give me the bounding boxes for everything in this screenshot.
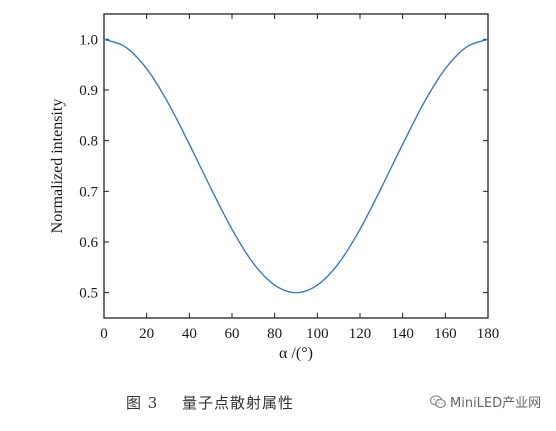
watermark-text: MiniLED产业网 <box>450 396 542 411</box>
x-tick-label: 140 <box>391 326 414 342</box>
x-tick-label: 80 <box>267 326 282 342</box>
watermark: MiniLED产业网 <box>430 392 541 411</box>
chart: 0 20 40 60 80 100 120 140 160 180 0.5 0.6 0.7 0.8 0.9… <box>49 13 499 362</box>
figure-label: 图 3 <box>125 394 159 412</box>
y-axis-ticks: 0.5 0.6 0.7 0.8 0.9 1.0 <box>79 32 488 302</box>
x-tick-label: 160 <box>434 326 457 342</box>
y-tick-label: 0.6 <box>79 235 98 251</box>
x-axis-title: α /(°) <box>279 345 313 362</box>
y-tick-label: 0.9 <box>79 83 98 99</box>
y-tick-label: 0.7 <box>79 184 98 200</box>
x-axis-ticks: 0 20 40 60 80 100 120 140 160 180 <box>100 14 499 342</box>
figure-caption: 图 3 量子点散射属性 <box>0 392 420 413</box>
y-tick-label: 0.8 <box>79 134 98 150</box>
series-line <box>103 38 489 294</box>
x-tick-label: 0 <box>100 326 108 342</box>
series-layer <box>103 38 489 294</box>
x-tick-label: 180 <box>477 326 500 342</box>
wechat-icon <box>430 394 446 408</box>
y-tick-label: 1.0 <box>79 32 98 48</box>
x-tick-label: 20 <box>139 326 154 342</box>
x-tick-label: 120 <box>349 326 372 342</box>
x-tick-label: 40 <box>182 326 197 342</box>
y-axis-title: Normalized intensity <box>49 99 66 234</box>
plot-frame <box>103 13 489 319</box>
x-tick-label: 100 <box>306 326 329 342</box>
figure-title: 量子点散射属性 <box>182 394 295 412</box>
x-tick-label: 60 <box>225 326 240 342</box>
y-tick-label: 0.5 <box>79 286 98 302</box>
